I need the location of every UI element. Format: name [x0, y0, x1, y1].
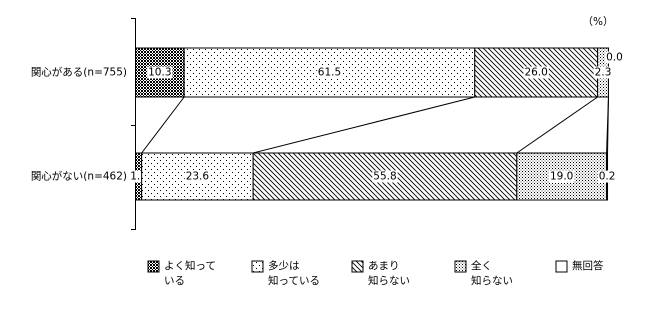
value-label: 61.5 — [318, 67, 341, 79]
label-bg — [597, 170, 617, 183]
label-bg — [184, 170, 211, 183]
connector — [253, 96, 475, 154]
legend-swatch — [251, 260, 264, 273]
label-bg — [605, 51, 624, 64]
label-bg — [523, 66, 549, 79]
legend-label: 全く知らない — [471, 259, 513, 287]
value-label: 0.0 — [606, 52, 623, 64]
value-label: 19.0 — [550, 171, 573, 183]
axis — [131, 18, 136, 230]
legend-swatch — [555, 260, 568, 273]
legend-label: あまり知らない — [368, 260, 410, 287]
legend-label: よく知っている — [164, 259, 216, 287]
legend-swatch — [454, 260, 467, 273]
value-label: 10.3 — [148, 67, 171, 79]
legend-swatch — [147, 260, 160, 273]
value-label: 0.2 — [599, 171, 616, 183]
unit-label: （%） — [583, 16, 614, 28]
value-label: 2.3 — [595, 67, 612, 79]
value-label: 55.8 — [373, 171, 396, 183]
connector — [141, 96, 185, 154]
label-bg — [372, 170, 398, 183]
value-label: 23.6 — [186, 171, 210, 183]
connector — [516, 96, 598, 154]
value-label: 26.0 — [524, 67, 547, 79]
category-label: 関心がある(n=755) — [31, 66, 127, 79]
legend-label: 無回答 — [572, 259, 604, 272]
label-bg — [147, 66, 173, 79]
category-label: 関心がない(n=462) — [31, 170, 127, 183]
label-bg — [593, 66, 613, 79]
legend-swatch — [351, 260, 364, 273]
legend-label: 多少は知っている — [268, 259, 320, 287]
label-bg — [316, 66, 343, 79]
connector — [607, 96, 609, 154]
label-bg — [548, 170, 575, 183]
